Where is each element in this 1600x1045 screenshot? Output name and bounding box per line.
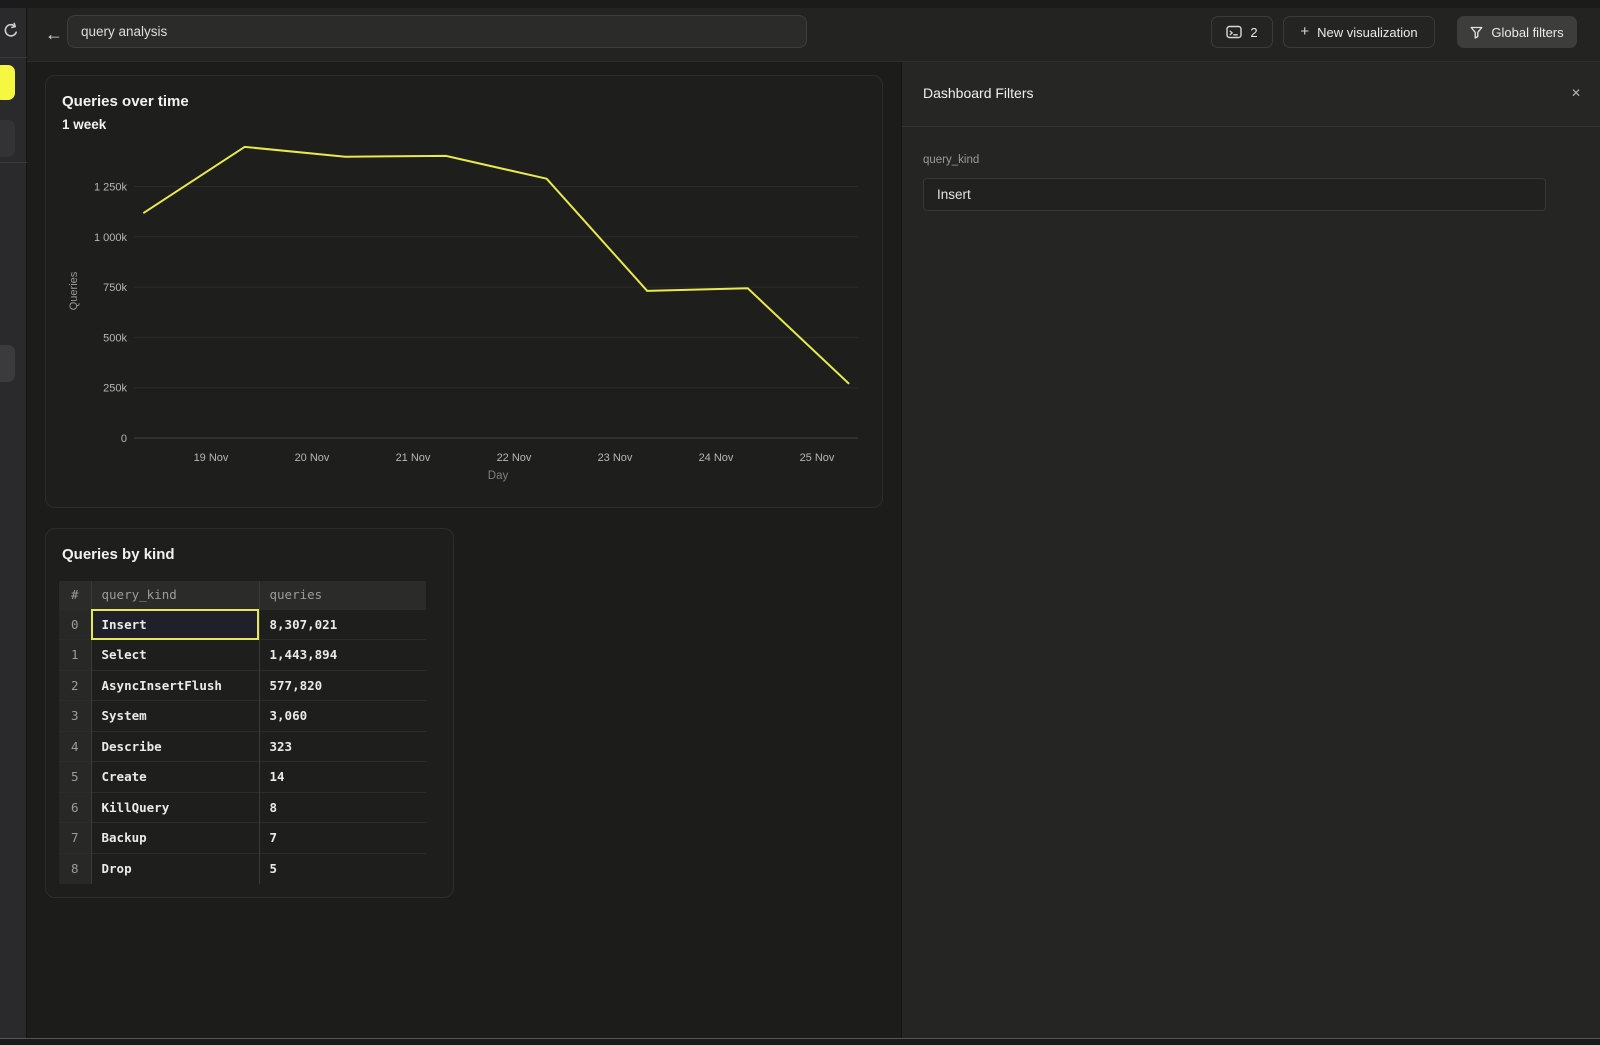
query-kind-filter-input[interactable]	[923, 178, 1546, 211]
new-visualization-label: New visualization	[1317, 25, 1417, 40]
query-kind-cell[interactable]: Select	[91, 640, 259, 671]
queries-value-cell: 14	[259, 762, 426, 793]
table-title: Queries by kind	[62, 546, 175, 563]
row-index-cell: 8	[59, 853, 91, 884]
column-header-index: #	[59, 581, 91, 609]
table-row[interactable]: 5 Create 14	[59, 762, 426, 793]
sidebar-item[interactable]	[0, 345, 15, 382]
queries-by-kind-panel[interactable]: Queries by kind # query_kind queries 0 I…	[45, 528, 454, 898]
y-tick-label: 1 000k	[94, 232, 128, 244]
table-row[interactable]: 3 System 3,060	[59, 701, 426, 732]
query-kind-cell[interactable]: Describe	[91, 731, 259, 762]
plus-icon: +	[1300, 23, 1309, 40]
queries-over-time-panel[interactable]: 0 250k 500k 750k 1 000k 1 250k Queries 19 Nov 20…	[45, 75, 883, 508]
column-header-queries[interactable]: queries	[259, 581, 426, 609]
dashboard-canvas: 0250k500k750k1 000k1 250kQueries19 Nov20…	[27, 62, 901, 1038]
table-row[interactable]: 4 Describe 323	[59, 731, 426, 762]
app-window: ← 2 + New visualization Global filt	[0, 0, 1600, 1045]
console-icon	[1226, 25, 1242, 39]
x-tick-label: 24 Nov	[699, 452, 734, 464]
query-kind-cell[interactable]: Drop	[91, 853, 259, 884]
row-index-cell: 7	[59, 823, 91, 854]
sidebar-item[interactable]	[0, 120, 15, 157]
table-row[interactable]: 0 Insert 8,307,021	[59, 609, 426, 640]
table-row[interactable]: 2 AsyncInsertFlush 577,820	[59, 670, 426, 701]
row-index-cell: 3	[59, 701, 91, 732]
chart-title: Queries over time	[62, 93, 189, 110]
query-kind-cell[interactable]: AsyncInsertFlush	[91, 670, 259, 701]
left-sidebar-rail	[0, 8, 27, 1038]
row-index-cell: 2	[59, 670, 91, 701]
refresh-icon[interactable]	[2, 22, 20, 40]
row-index-cell: 5	[59, 762, 91, 793]
sidebar-item-active[interactable]	[0, 65, 15, 100]
query-kind-cell[interactable]: KillQuery	[91, 792, 259, 823]
y-tick-label: 500k	[103, 332, 127, 344]
filters-panel-header: Dashboard Filters ✕	[902, 62, 1600, 127]
chart-subtitle: 1 week	[62, 117, 106, 132]
queries-line-series	[144, 147, 849, 383]
window-bottom-edge	[0, 1038, 1600, 1045]
y-tick-label: 250k	[103, 383, 127, 395]
close-icon[interactable]: ✕	[1571, 86, 1581, 100]
x-tick-label: 19 Nov	[194, 452, 229, 464]
column-header-query-kind[interactable]: query_kind	[91, 581, 259, 609]
funnel-icon	[1470, 26, 1483, 39]
new-visualization-button[interactable]: + New visualization	[1283, 16, 1435, 48]
top-bar: ← 2 + New visualization Global filt	[27, 8, 1600, 62]
x-tick-label: 21 Nov	[396, 452, 431, 464]
global-filters-label: Global filters	[1491, 25, 1563, 40]
y-tick-label: 750k	[103, 282, 127, 294]
query-kind-cell[interactable]: Insert	[91, 609, 259, 640]
query-kind-cell[interactable]: System	[91, 701, 259, 732]
filter-field-label: query_kind	[923, 154, 979, 166]
row-index-cell: 0	[59, 609, 91, 640]
queries-over-time-chart: 0 250k 500k 750k 1 000k 1 250k Queries 19 Nov 20…	[46, 76, 884, 509]
console-count: 2	[1250, 25, 1257, 40]
queries-value-cell: 1,443,894	[259, 640, 426, 671]
y-axis-title: Queries	[68, 271, 80, 310]
queries-value-cell: 7	[259, 823, 426, 854]
filters-panel-title: Dashboard Filters	[923, 85, 1034, 101]
table-row[interactable]: 6 KillQuery 8	[59, 792, 426, 823]
y-tick-label: 1 250k	[94, 182, 128, 194]
sql-console-button[interactable]: 2	[1211, 16, 1273, 48]
queries-value-cell: 3,060	[259, 701, 426, 732]
table-row[interactable]: 7 Backup 7	[59, 823, 426, 854]
x-tick-label: 23 Nov	[598, 452, 633, 464]
global-filters-button[interactable]: Global filters	[1457, 16, 1577, 48]
x-tick-label: 25 Nov	[800, 452, 835, 464]
x-tick-label: 22 Nov	[497, 452, 532, 464]
queries-value-cell: 323	[259, 731, 426, 762]
rail-divider	[0, 57, 27, 58]
queries-value-cell: 5	[259, 853, 426, 884]
dashboard-title-input[interactable]	[67, 15, 807, 48]
row-index-cell: 1	[59, 640, 91, 671]
window-top-edge	[0, 0, 1600, 8]
dashboard-filters-panel: Dashboard Filters ✕ query_kind	[901, 62, 1600, 1038]
queries-by-kind-table: # query_kind queries 0 Insert 8,307,021 …	[59, 581, 426, 884]
row-index-cell: 4	[59, 731, 91, 762]
back-button[interactable]: ←	[41, 21, 67, 47]
queries-value-cell: 577,820	[259, 670, 426, 701]
table-row[interactable]: 8 Drop 5	[59, 853, 426, 884]
queries-value-cell: 8	[259, 792, 426, 823]
y-tick-label: 0	[121, 433, 127, 445]
x-axis-title: Day	[488, 470, 509, 482]
rail-divider	[0, 162, 27, 163]
query-kind-cell[interactable]: Create	[91, 762, 259, 793]
queries-value-cell: 8,307,021	[259, 609, 426, 640]
table-row[interactable]: 1 Select 1,443,894	[59, 640, 426, 671]
x-tick-label: 20 Nov	[295, 452, 330, 464]
row-index-cell: 6	[59, 792, 91, 823]
query-kind-cell[interactable]: Backup	[91, 823, 259, 854]
table-header-row: # query_kind queries	[59, 581, 426, 609]
